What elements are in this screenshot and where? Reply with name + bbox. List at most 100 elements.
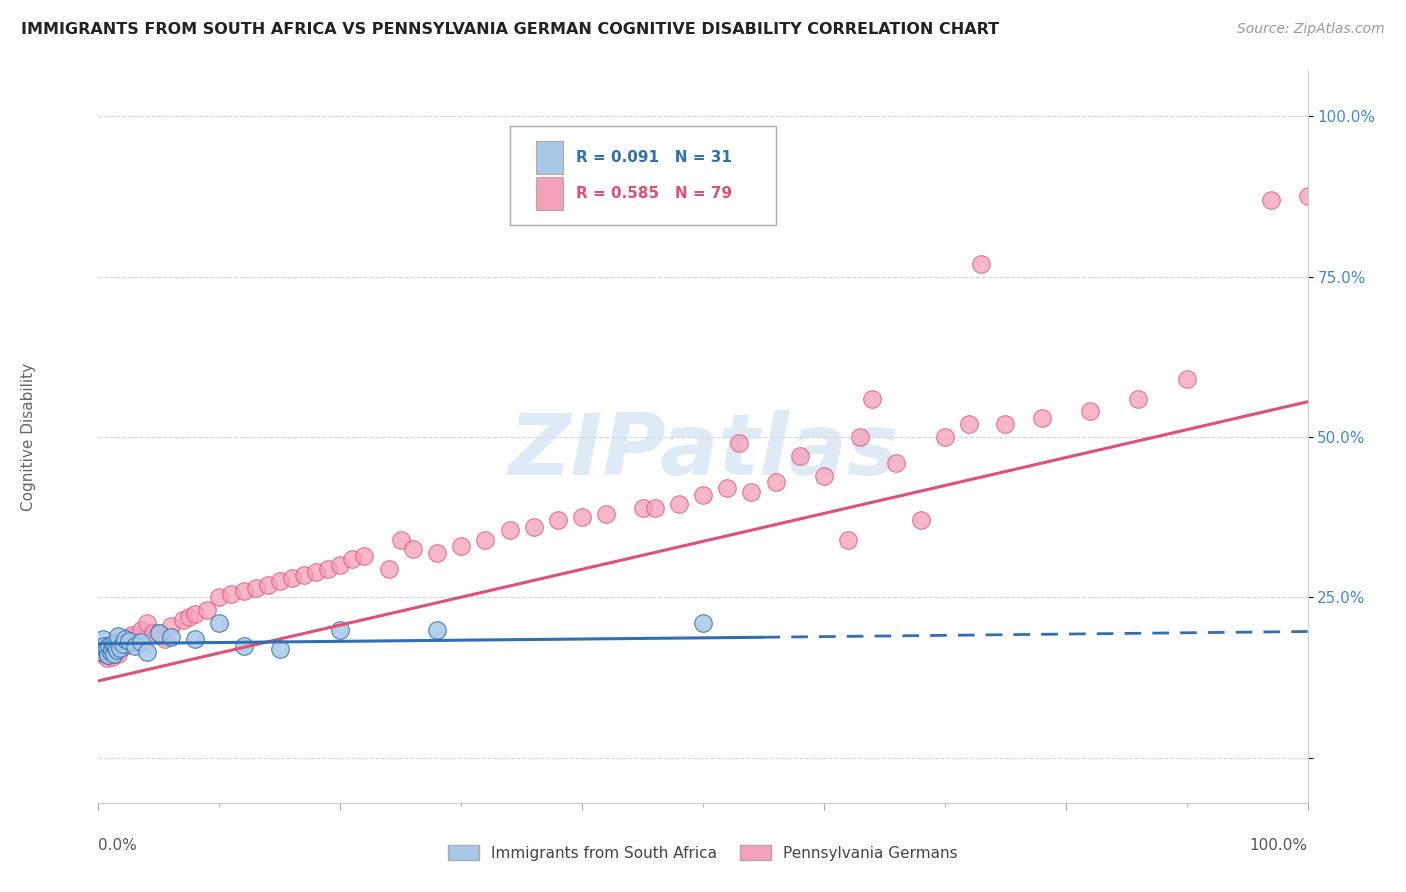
Point [1260, 193, 1282, 207]
Point [100, 645, 122, 659]
Point [100, 641, 122, 656]
Point [450, 539, 472, 553]
Point [91, 645, 114, 659]
Point [108, 637, 131, 651]
Point [172, 613, 194, 627]
Point [114, 639, 136, 653]
Point [100, 645, 122, 659]
Point [631, 500, 654, 515]
Point [353, 549, 375, 563]
Point [692, 488, 714, 502]
Point [232, 639, 254, 653]
Text: R = 0.585   N = 79: R = 0.585 N = 79 [576, 186, 733, 201]
Point [426, 545, 449, 559]
Point [105, 643, 128, 657]
Point [129, 623, 152, 637]
Point [142, 625, 165, 640]
Point [789, 450, 811, 464]
Point [389, 533, 412, 547]
Point [813, 468, 835, 483]
FancyBboxPatch shape [536, 178, 562, 211]
Point [498, 523, 520, 537]
Point [934, 430, 956, 444]
Point [1031, 410, 1053, 425]
Point [269, 574, 291, 589]
Legend: Immigrants from South Africa, Pennsylvania Germans: Immigrants from South Africa, Pennsylvan… [441, 837, 965, 868]
Point [221, 587, 243, 601]
Point [910, 514, 932, 528]
Point [97, 648, 120, 663]
Point [101, 637, 124, 651]
FancyBboxPatch shape [509, 126, 776, 225]
Point [402, 542, 425, 557]
Point [129, 635, 152, 649]
Point [104, 639, 127, 653]
Point [148, 625, 170, 640]
Point [104, 643, 127, 657]
Point [98, 639, 121, 653]
Point [160, 630, 183, 644]
Point [208, 591, 231, 605]
Text: 0.0%: 0.0% [98, 838, 138, 853]
Point [292, 568, 315, 582]
Point [94, 639, 117, 653]
Point [98, 647, 121, 661]
Point [523, 520, 546, 534]
Point [377, 561, 399, 575]
Point [692, 616, 714, 631]
Point [111, 634, 134, 648]
Point [970, 257, 993, 271]
Text: IMMIGRANTS FROM SOUTH AFRICA VS PENNSYLVANIA GERMAN COGNITIVE DISABILITY CORRELA: IMMIGRANTS FROM SOUTH AFRICA VS PENNSYLV… [21, 22, 1000, 37]
Text: R = 0.091   N = 31: R = 0.091 N = 31 [576, 150, 733, 165]
Point [305, 565, 328, 579]
Point [595, 507, 617, 521]
Point [105, 639, 128, 653]
FancyBboxPatch shape [536, 141, 562, 174]
Point [135, 645, 157, 659]
Point [97, 643, 120, 657]
Point [135, 616, 157, 631]
Point [124, 639, 146, 653]
Point [103, 635, 125, 649]
Point [269, 641, 291, 656]
Point [740, 484, 762, 499]
Point [93, 639, 115, 653]
Point [148, 625, 170, 640]
Point [107, 647, 129, 661]
Point [644, 500, 666, 515]
Point [179, 609, 201, 624]
Point [765, 475, 787, 489]
Point [208, 616, 231, 631]
Point [232, 584, 254, 599]
Point [94, 643, 117, 657]
Point [90, 641, 112, 656]
Point [316, 561, 339, 575]
Point [124, 635, 146, 649]
Point [184, 632, 207, 647]
Point [837, 533, 859, 547]
Point [160, 619, 183, 633]
Point [957, 417, 980, 432]
Y-axis label: Cognitive Disability: Cognitive Disability [21, 363, 37, 511]
Point [547, 514, 569, 528]
Point [108, 640, 131, 655]
Point [426, 623, 449, 637]
Point [342, 552, 364, 566]
Point [184, 607, 207, 621]
Point [91, 645, 114, 659]
Point [994, 417, 1017, 432]
Point [474, 533, 496, 547]
Point [103, 647, 125, 661]
Point [668, 498, 690, 512]
Point [1296, 189, 1319, 203]
Point [107, 629, 129, 643]
Point [93, 648, 115, 663]
Point [96, 640, 118, 655]
Point [114, 632, 136, 647]
Point [1078, 404, 1101, 418]
Point [329, 558, 352, 573]
Point [96, 651, 118, 665]
Point [118, 634, 141, 648]
Point [716, 482, 738, 496]
Text: ZIPatlas: ZIPatlas [508, 410, 898, 493]
